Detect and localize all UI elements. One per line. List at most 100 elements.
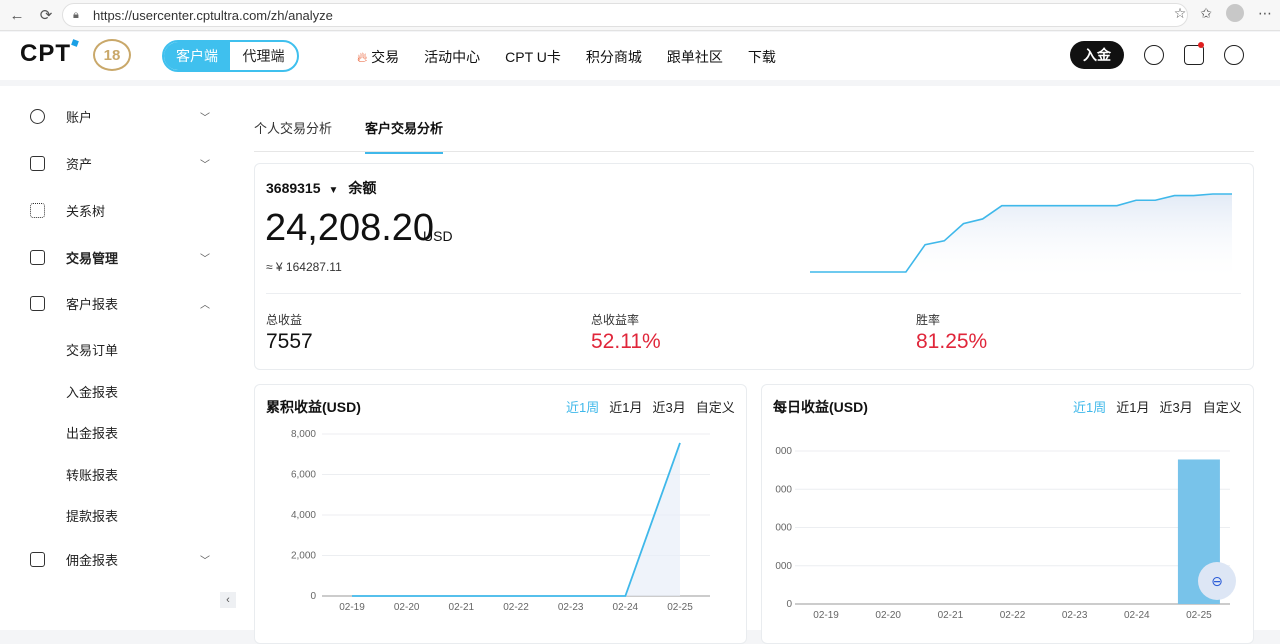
anniversary-badge: 18 bbox=[93, 39, 131, 71]
balance-sparkline bbox=[810, 193, 1232, 276]
divider bbox=[266, 293, 1241, 294]
message-icon[interactable] bbox=[1184, 45, 1204, 65]
sidebar-item-client-report[interactable]: 客户报表 ︿ bbox=[0, 283, 236, 323]
stat-label-win-rate: 胜率 bbox=[916, 313, 941, 327]
favorites-icon[interactable]: ✩ bbox=[1200, 4, 1212, 21]
sidebar-item-commission-report[interactable]: 佣金报表 ﹀ bbox=[0, 539, 236, 579]
chevron-down-icon: ﹀ bbox=[200, 253, 210, 265]
nav-trade[interactable]: 🔥︎ 交易 bbox=[357, 49, 400, 65]
star-icon[interactable]: ☆ bbox=[1173, 4, 1187, 21]
nav-u-card[interactable]: CPT U卡 bbox=[505, 49, 561, 65]
x-tick-label: 02-24 bbox=[613, 602, 639, 613]
reload-icon[interactable]: ⟳ bbox=[39, 7, 53, 24]
deposit-button[interactable]: 入金 bbox=[1070, 41, 1124, 69]
globe-icon[interactable] bbox=[1224, 45, 1244, 65]
range-1-week[interactable]: 近1周 bbox=[566, 400, 600, 415]
sidebar-subitem-transfer-report[interactable]: 转账报表 bbox=[66, 468, 119, 483]
y-tick-label: 0 bbox=[786, 599, 792, 610]
sparkline-line bbox=[810, 193, 1232, 273]
chevron-down-icon: ﹀ bbox=[200, 159, 210, 171]
x-tick-label: 02-19 bbox=[813, 610, 839, 621]
range-selector: 近1周 近1月 近3月 自定义 bbox=[1073, 397, 1242, 416]
sidebar-item-label: 关系树 bbox=[66, 203, 106, 219]
tab-client-analysis[interactable]: 客户交易分析 bbox=[365, 118, 444, 154]
x-tick-label: 02-20 bbox=[394, 602, 420, 613]
more-icon[interactable]: ⋯ bbox=[1258, 4, 1272, 21]
y-tick-label: 000 bbox=[775, 561, 792, 572]
x-tick-label: 02-19 bbox=[339, 602, 365, 613]
y-tick-label: 000 bbox=[775, 523, 792, 534]
stat-value-total-profit: 7557 bbox=[266, 330, 313, 353]
sidebar-item-account[interactable]: 账户 ﹀ bbox=[0, 96, 236, 136]
browser-toolbar: ← ⟳ 🔒︎ https://usercenter.cptultra.com/z… bbox=[0, 0, 1280, 31]
area-fill bbox=[352, 442, 680, 596]
nav-activity[interactable]: 活动中心 bbox=[424, 49, 481, 65]
tree-icon bbox=[30, 202, 45, 218]
sidebar-item-trade-management[interactable]: 交易管理 ﹀ bbox=[0, 237, 236, 277]
url-text: https://usercenter.cptultra.com/zh/analy… bbox=[93, 7, 333, 23]
y-tick-label: 4,000 bbox=[291, 510, 316, 521]
x-tick-label: 02-25 bbox=[667, 602, 693, 613]
back-icon[interactable]: ← bbox=[9, 6, 25, 24]
exchange-icon bbox=[30, 249, 45, 265]
range-3-months[interactable]: 近3月 bbox=[1159, 400, 1193, 415]
x-tick-label: 02-22 bbox=[503, 602, 529, 613]
nav-copy-trading[interactable]: 跟单社区 bbox=[666, 49, 723, 65]
chevron-up-icon: ︿ bbox=[200, 299, 210, 311]
top-header: CPT 18 客户端 代理端 🔥︎ 交易 活动中心 CPT U卡 积分商城 跟单… bbox=[0, 32, 1280, 80]
sidebar bbox=[0, 86, 236, 630]
nav-download[interactable]: 下载 bbox=[747, 49, 776, 65]
sparkline-area bbox=[810, 194, 1232, 276]
x-tick-label: 02-21 bbox=[449, 602, 475, 613]
user-icon bbox=[30, 108, 45, 124]
profile-avatar[interactable] bbox=[1226, 4, 1244, 22]
balance-currency: USD bbox=[423, 228, 453, 244]
tab-divider bbox=[254, 151, 1254, 152]
sidebar-item-label: 客户报表 bbox=[66, 296, 119, 312]
address-bar[interactable]: 🔒︎ https://usercenter.cptultra.com/zh/an… bbox=[62, 3, 1188, 27]
sidebar-subitem-withdraw-report[interactable]: 出金报表 bbox=[66, 426, 119, 441]
range-custom[interactable]: 自定义 bbox=[1202, 400, 1242, 415]
stat-value-win-rate: 81.25% bbox=[916, 330, 988, 353]
range-1-month[interactable]: 近1月 bbox=[609, 400, 643, 415]
agent-toggle[interactable]: 代理端 bbox=[242, 48, 285, 64]
y-tick-label: 0 bbox=[310, 591, 316, 602]
range-selector: 近1周 近1月 近3月 自定义 bbox=[566, 397, 735, 416]
sidebar-item-label: 交易管理 bbox=[66, 250, 119, 266]
stat-value-profit-rate: 52.11% bbox=[591, 330, 661, 353]
sidebar-subitem-deposit-report[interactable]: 入金报表 bbox=[66, 385, 119, 400]
x-tick-label: 02-20 bbox=[875, 610, 901, 621]
account-selector[interactable]: 3689315 ▼ 余额 bbox=[266, 178, 376, 198]
range-custom[interactable]: 自定义 bbox=[695, 400, 735, 415]
client-toggle[interactable]: 客户端 bbox=[164, 42, 230, 70]
report-icon bbox=[30, 295, 45, 311]
account-id: 3689315 bbox=[266, 180, 321, 196]
sidebar-item-assets[interactable]: 资产 ﹀ bbox=[0, 143, 236, 183]
sidebar-subitem-trade-orders[interactable]: 交易订单 bbox=[66, 343, 119, 358]
chat-support-button[interactable]: ⊖ bbox=[1198, 562, 1236, 600]
sidebar-item-relation-tree[interactable]: 关系树 bbox=[0, 190, 236, 230]
nav-points-mall[interactable]: 积分商城 bbox=[585, 49, 642, 65]
wallet-icon bbox=[30, 155, 45, 171]
cpt-logo[interactable]: CPT bbox=[20, 39, 79, 68]
sidebar-subitem-payout-report[interactable]: 提款报表 bbox=[66, 509, 119, 524]
x-tick-label: 02-21 bbox=[938, 610, 964, 621]
range-3-months[interactable]: 近3月 bbox=[652, 400, 686, 415]
user-icon[interactable] bbox=[1144, 45, 1164, 65]
chevron-down-icon: ﹀ bbox=[200, 555, 210, 567]
range-1-week[interactable]: 近1周 bbox=[1073, 400, 1107, 415]
client-agent-switch[interactable]: 客户端 代理端 bbox=[162, 40, 299, 72]
stat-label-profit-rate: 总收益率 bbox=[591, 313, 640, 327]
x-tick-label: 02-23 bbox=[558, 602, 584, 613]
series-line bbox=[352, 442, 681, 597]
collapse-sidebar-button[interactable]: ‹ bbox=[220, 592, 236, 608]
x-tick-label: 02-25 bbox=[1186, 610, 1212, 621]
tab-personal-analysis[interactable]: 个人交易分析 bbox=[254, 121, 333, 136]
chart-title: 累积收益(USD) bbox=[266, 399, 361, 415]
y-tick-label: 6,000 bbox=[291, 470, 316, 481]
commission-icon bbox=[30, 551, 45, 567]
y-tick-label: 000 bbox=[775, 446, 792, 457]
lock-icon: 🔒︎ bbox=[73, 9, 79, 21]
range-1-month[interactable]: 近1月 bbox=[1116, 400, 1150, 415]
